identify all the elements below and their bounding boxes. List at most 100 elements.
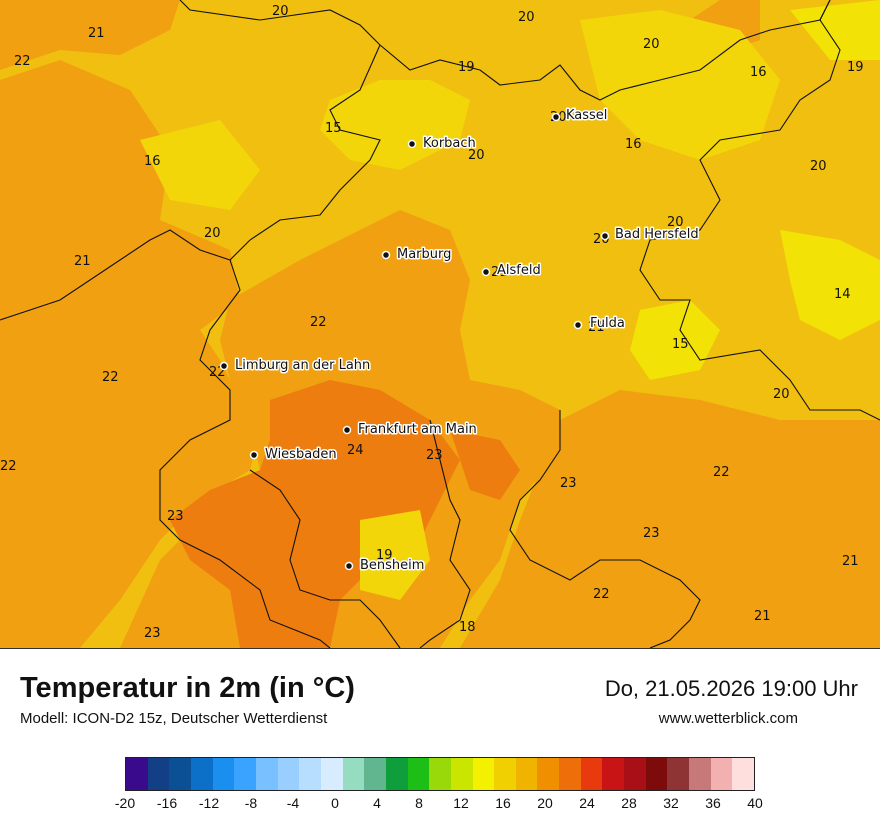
city-bad-hersfeld[interactable]: Bad Hersfeld bbox=[600, 226, 700, 244]
legend-tick-label: 40 bbox=[747, 795, 763, 811]
temp-label: 23 bbox=[426, 448, 443, 463]
legend-tick-label: -12 bbox=[198, 795, 220, 811]
color-legend bbox=[125, 757, 755, 791]
legend-swatch bbox=[472, 758, 495, 790]
city-frankfurt[interactable]: Frankfurt am Main bbox=[342, 421, 478, 439]
city-dot-icon bbox=[342, 425, 352, 435]
temp-label: 23 bbox=[144, 626, 161, 641]
city-fulda[interactable]: Fulda bbox=[573, 315, 626, 333]
warm-area-west bbox=[0, 60, 260, 648]
legend-tick-label: 16 bbox=[495, 795, 511, 811]
city-dot-icon bbox=[481, 267, 491, 277]
warm-area-northwest bbox=[0, 0, 180, 70]
temp-label: 21 bbox=[754, 609, 771, 624]
city-dot-icon bbox=[219, 361, 229, 371]
temp-label: 23 bbox=[167, 509, 184, 524]
temp-label: 16 bbox=[625, 137, 642, 152]
temp-label: 23 bbox=[643, 526, 660, 541]
temp-label: 15 bbox=[672, 337, 689, 352]
legend-swatch bbox=[320, 758, 343, 790]
cool-area-far-ne bbox=[790, 0, 880, 60]
legend-swatch bbox=[667, 758, 690, 790]
legend-tick-label: -4 bbox=[286, 795, 300, 811]
temp-label: 19 bbox=[458, 60, 475, 75]
city-dot-icon bbox=[344, 561, 354, 571]
city-korbach[interactable]: Korbach bbox=[407, 135, 477, 153]
legend-swatch bbox=[299, 758, 321, 790]
legend-swatch bbox=[147, 758, 170, 790]
legend-swatch bbox=[342, 758, 365, 790]
city-label: Fulda bbox=[590, 316, 625, 331]
legend-swatch bbox=[602, 758, 625, 790]
temp-label: 23 bbox=[560, 476, 577, 491]
city-label: Marburg bbox=[397, 247, 451, 262]
city-marburg[interactable]: Marburg bbox=[381, 246, 453, 264]
hot-core-east bbox=[450, 430, 520, 500]
legend-swatch bbox=[255, 758, 278, 790]
temp-label: 20 bbox=[643, 37, 660, 52]
legend-swatch bbox=[559, 758, 581, 790]
legend-tick-label: 0 bbox=[331, 795, 339, 811]
legend-tick-label: 36 bbox=[705, 795, 721, 811]
cool-area-fulda bbox=[630, 300, 720, 380]
temp-label: 20 bbox=[667, 215, 684, 230]
cool-area-east bbox=[780, 230, 880, 340]
temp-label: 15 bbox=[325, 121, 342, 136]
legend-swatch bbox=[364, 758, 386, 790]
city-label: Wiesbaden bbox=[265, 447, 337, 462]
legend-swatch bbox=[732, 758, 755, 790]
temp-label: 14 bbox=[834, 287, 851, 302]
temp-label: 20 bbox=[773, 387, 790, 402]
state-border-rhine bbox=[249, 469, 401, 648]
temp-label: 21 bbox=[74, 254, 91, 269]
legend-swatch bbox=[645, 758, 668, 790]
temp-label: 21 bbox=[491, 265, 508, 280]
cool-area-north bbox=[320, 80, 470, 170]
temp-label: 20 bbox=[518, 10, 535, 25]
city-alsfeld[interactable]: Alsfeld bbox=[481, 262, 542, 280]
city-kassel[interactable]: Kassel bbox=[551, 107, 609, 125]
map-title: Temperatur in 2m (in °C) bbox=[20, 672, 355, 704]
city-wiesbaden[interactable]: Wiesbaden bbox=[249, 446, 338, 464]
state-border-westerwald bbox=[159, 259, 331, 648]
temp-label: 22 bbox=[713, 465, 730, 480]
city-dot-icon bbox=[600, 231, 610, 241]
temp-label: 21 bbox=[88, 26, 105, 41]
temp-label: 20 bbox=[204, 226, 221, 241]
city-label: Bensheim bbox=[360, 558, 424, 573]
legend-tick-label: 20 bbox=[537, 795, 553, 811]
cool-area-west bbox=[140, 120, 260, 210]
legend-swatch bbox=[407, 758, 430, 790]
legend-tick-label: 12 bbox=[453, 795, 469, 811]
legend-swatch bbox=[494, 758, 516, 790]
temp-label: 22 bbox=[14, 54, 31, 69]
city-label: Limburg an der Lahn bbox=[235, 358, 370, 373]
legend-swatch bbox=[580, 758, 603, 790]
temperature-labels: 20 21 22 20 19 20 16 19 15 16 20 16 20 2… bbox=[0, 4, 864, 641]
city-dot-icon bbox=[407, 139, 417, 149]
legend-swatch bbox=[450, 758, 473, 790]
city-dot-icon bbox=[381, 250, 391, 260]
state-border-east bbox=[639, 0, 880, 421]
city-label: Alsfeld bbox=[497, 263, 541, 278]
city-bensheim[interactable]: Bensheim bbox=[344, 557, 426, 575]
legend-swatch bbox=[190, 758, 213, 790]
legend-tick-label: -8 bbox=[244, 795, 258, 811]
city-limburg[interactable]: Limburg an der Lahn bbox=[219, 357, 372, 375]
website-link[interactable]: www.wetterblick.com bbox=[658, 710, 798, 727]
legend-swatch bbox=[212, 758, 235, 790]
state-border-south-east bbox=[509, 410, 701, 648]
legend-swatch bbox=[385, 758, 408, 790]
temp-label: 19 bbox=[847, 60, 864, 75]
legend-swatch bbox=[169, 758, 191, 790]
state-border-spessart bbox=[419, 419, 471, 648]
state-border-north bbox=[179, 0, 831, 101]
warm-area-south bbox=[460, 390, 880, 648]
temp-label: 19 bbox=[376, 548, 393, 563]
legend-swatch bbox=[624, 758, 646, 790]
legend-swatch bbox=[126, 758, 148, 790]
city-dot-icon bbox=[249, 450, 259, 460]
temperature-map[interactable]: 20 21 22 20 19 20 16 19 15 16 20 16 20 2… bbox=[0, 0, 880, 649]
temp-label: 16 bbox=[144, 154, 161, 169]
city-dot-icon bbox=[573, 320, 583, 330]
